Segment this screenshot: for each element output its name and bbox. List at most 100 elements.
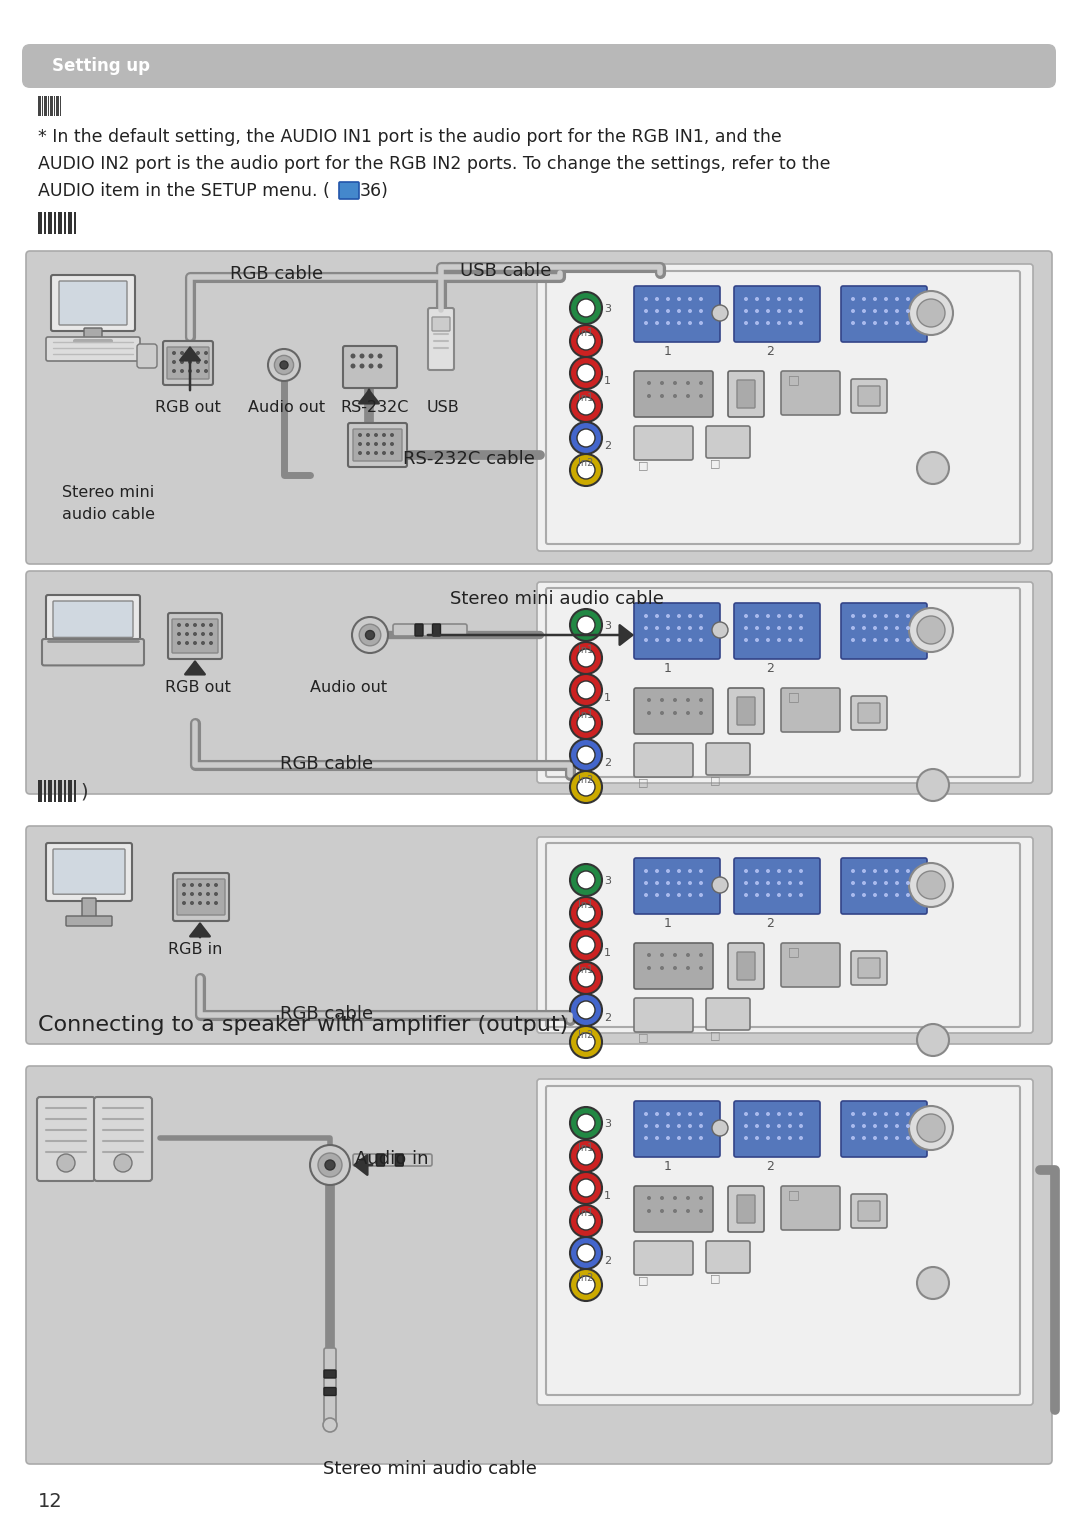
Circle shape <box>862 321 866 325</box>
Circle shape <box>873 321 877 325</box>
Circle shape <box>374 432 378 437</box>
FancyBboxPatch shape <box>94 1097 152 1181</box>
Circle shape <box>185 633 189 636</box>
Circle shape <box>688 882 692 885</box>
Circle shape <box>851 309 855 313</box>
Circle shape <box>788 882 792 885</box>
Circle shape <box>788 1125 792 1128</box>
FancyBboxPatch shape <box>53 850 125 894</box>
FancyBboxPatch shape <box>377 1154 384 1166</box>
Circle shape <box>577 332 595 350</box>
Circle shape <box>677 892 681 897</box>
Circle shape <box>885 296 888 301</box>
Text: AUDIO item in the SETUP menu. (: AUDIO item in the SETUP menu. ( <box>38 182 329 200</box>
FancyBboxPatch shape <box>167 347 210 379</box>
Circle shape <box>688 309 692 313</box>
FancyBboxPatch shape <box>634 743 693 778</box>
FancyBboxPatch shape <box>858 958 880 978</box>
Circle shape <box>204 351 208 354</box>
FancyBboxPatch shape <box>851 1193 887 1229</box>
FancyBboxPatch shape <box>737 380 755 408</box>
Circle shape <box>660 380 664 385</box>
Circle shape <box>654 882 659 885</box>
Circle shape <box>777 1135 781 1140</box>
Circle shape <box>755 296 759 301</box>
Circle shape <box>577 649 595 668</box>
Circle shape <box>570 1106 602 1138</box>
FancyBboxPatch shape <box>353 429 402 461</box>
Circle shape <box>577 746 595 764</box>
FancyBboxPatch shape <box>841 604 927 659</box>
Circle shape <box>360 353 365 359</box>
Circle shape <box>180 361 184 364</box>
Circle shape <box>673 711 677 715</box>
Circle shape <box>577 905 595 921</box>
Circle shape <box>654 1135 659 1140</box>
Circle shape <box>788 309 792 313</box>
Circle shape <box>895 626 899 630</box>
FancyBboxPatch shape <box>546 843 1020 1027</box>
Text: Audio out: Audio out <box>248 400 325 416</box>
Circle shape <box>917 1024 949 1056</box>
Circle shape <box>686 1196 690 1199</box>
Circle shape <box>688 321 692 325</box>
Circle shape <box>699 1196 703 1199</box>
Circle shape <box>873 626 877 630</box>
Circle shape <box>647 1196 651 1199</box>
Circle shape <box>755 882 759 885</box>
Circle shape <box>788 1135 792 1140</box>
Text: 2: 2 <box>604 1256 611 1267</box>
FancyBboxPatch shape <box>734 286 820 342</box>
Circle shape <box>873 639 877 642</box>
Circle shape <box>644 321 648 325</box>
Circle shape <box>873 882 877 885</box>
Circle shape <box>198 883 202 886</box>
FancyBboxPatch shape <box>68 212 72 234</box>
Text: □: □ <box>638 778 648 787</box>
Circle shape <box>909 1106 953 1151</box>
Circle shape <box>577 1180 595 1196</box>
FancyBboxPatch shape <box>38 779 42 802</box>
Circle shape <box>210 623 213 626</box>
Circle shape <box>577 714 595 732</box>
Circle shape <box>851 614 855 617</box>
Circle shape <box>677 626 681 630</box>
Circle shape <box>644 309 648 313</box>
FancyBboxPatch shape <box>728 688 764 733</box>
Circle shape <box>660 711 664 715</box>
Circle shape <box>666 614 670 617</box>
Circle shape <box>917 1114 945 1141</box>
Circle shape <box>378 353 382 359</box>
Text: Stereo mini audio cable: Stereo mini audio cable <box>450 590 664 608</box>
Text: □: □ <box>788 944 800 958</box>
Circle shape <box>862 309 866 313</box>
Circle shape <box>177 623 181 626</box>
Circle shape <box>788 296 792 301</box>
Circle shape <box>788 639 792 642</box>
Text: 1: 1 <box>604 694 611 703</box>
Circle shape <box>382 451 386 455</box>
Circle shape <box>851 321 855 325</box>
Circle shape <box>688 614 692 617</box>
Text: □: □ <box>710 1273 720 1284</box>
Circle shape <box>744 639 748 642</box>
Circle shape <box>577 778 595 796</box>
Text: In1: In1 <box>578 645 593 656</box>
Circle shape <box>172 351 176 354</box>
Circle shape <box>699 1125 703 1128</box>
Circle shape <box>699 892 703 897</box>
Circle shape <box>885 626 888 630</box>
Circle shape <box>357 451 362 455</box>
Circle shape <box>799 296 804 301</box>
Text: 1: 1 <box>604 947 611 958</box>
Text: In1: In1 <box>578 900 593 911</box>
FancyBboxPatch shape <box>54 212 56 234</box>
Circle shape <box>744 882 748 885</box>
Circle shape <box>917 1267 949 1299</box>
FancyBboxPatch shape <box>395 1154 403 1166</box>
Circle shape <box>660 698 664 701</box>
Circle shape <box>660 394 664 397</box>
Circle shape <box>570 358 602 390</box>
Text: RGB in: RGB in <box>168 941 222 957</box>
Text: 1: 1 <box>664 917 672 931</box>
